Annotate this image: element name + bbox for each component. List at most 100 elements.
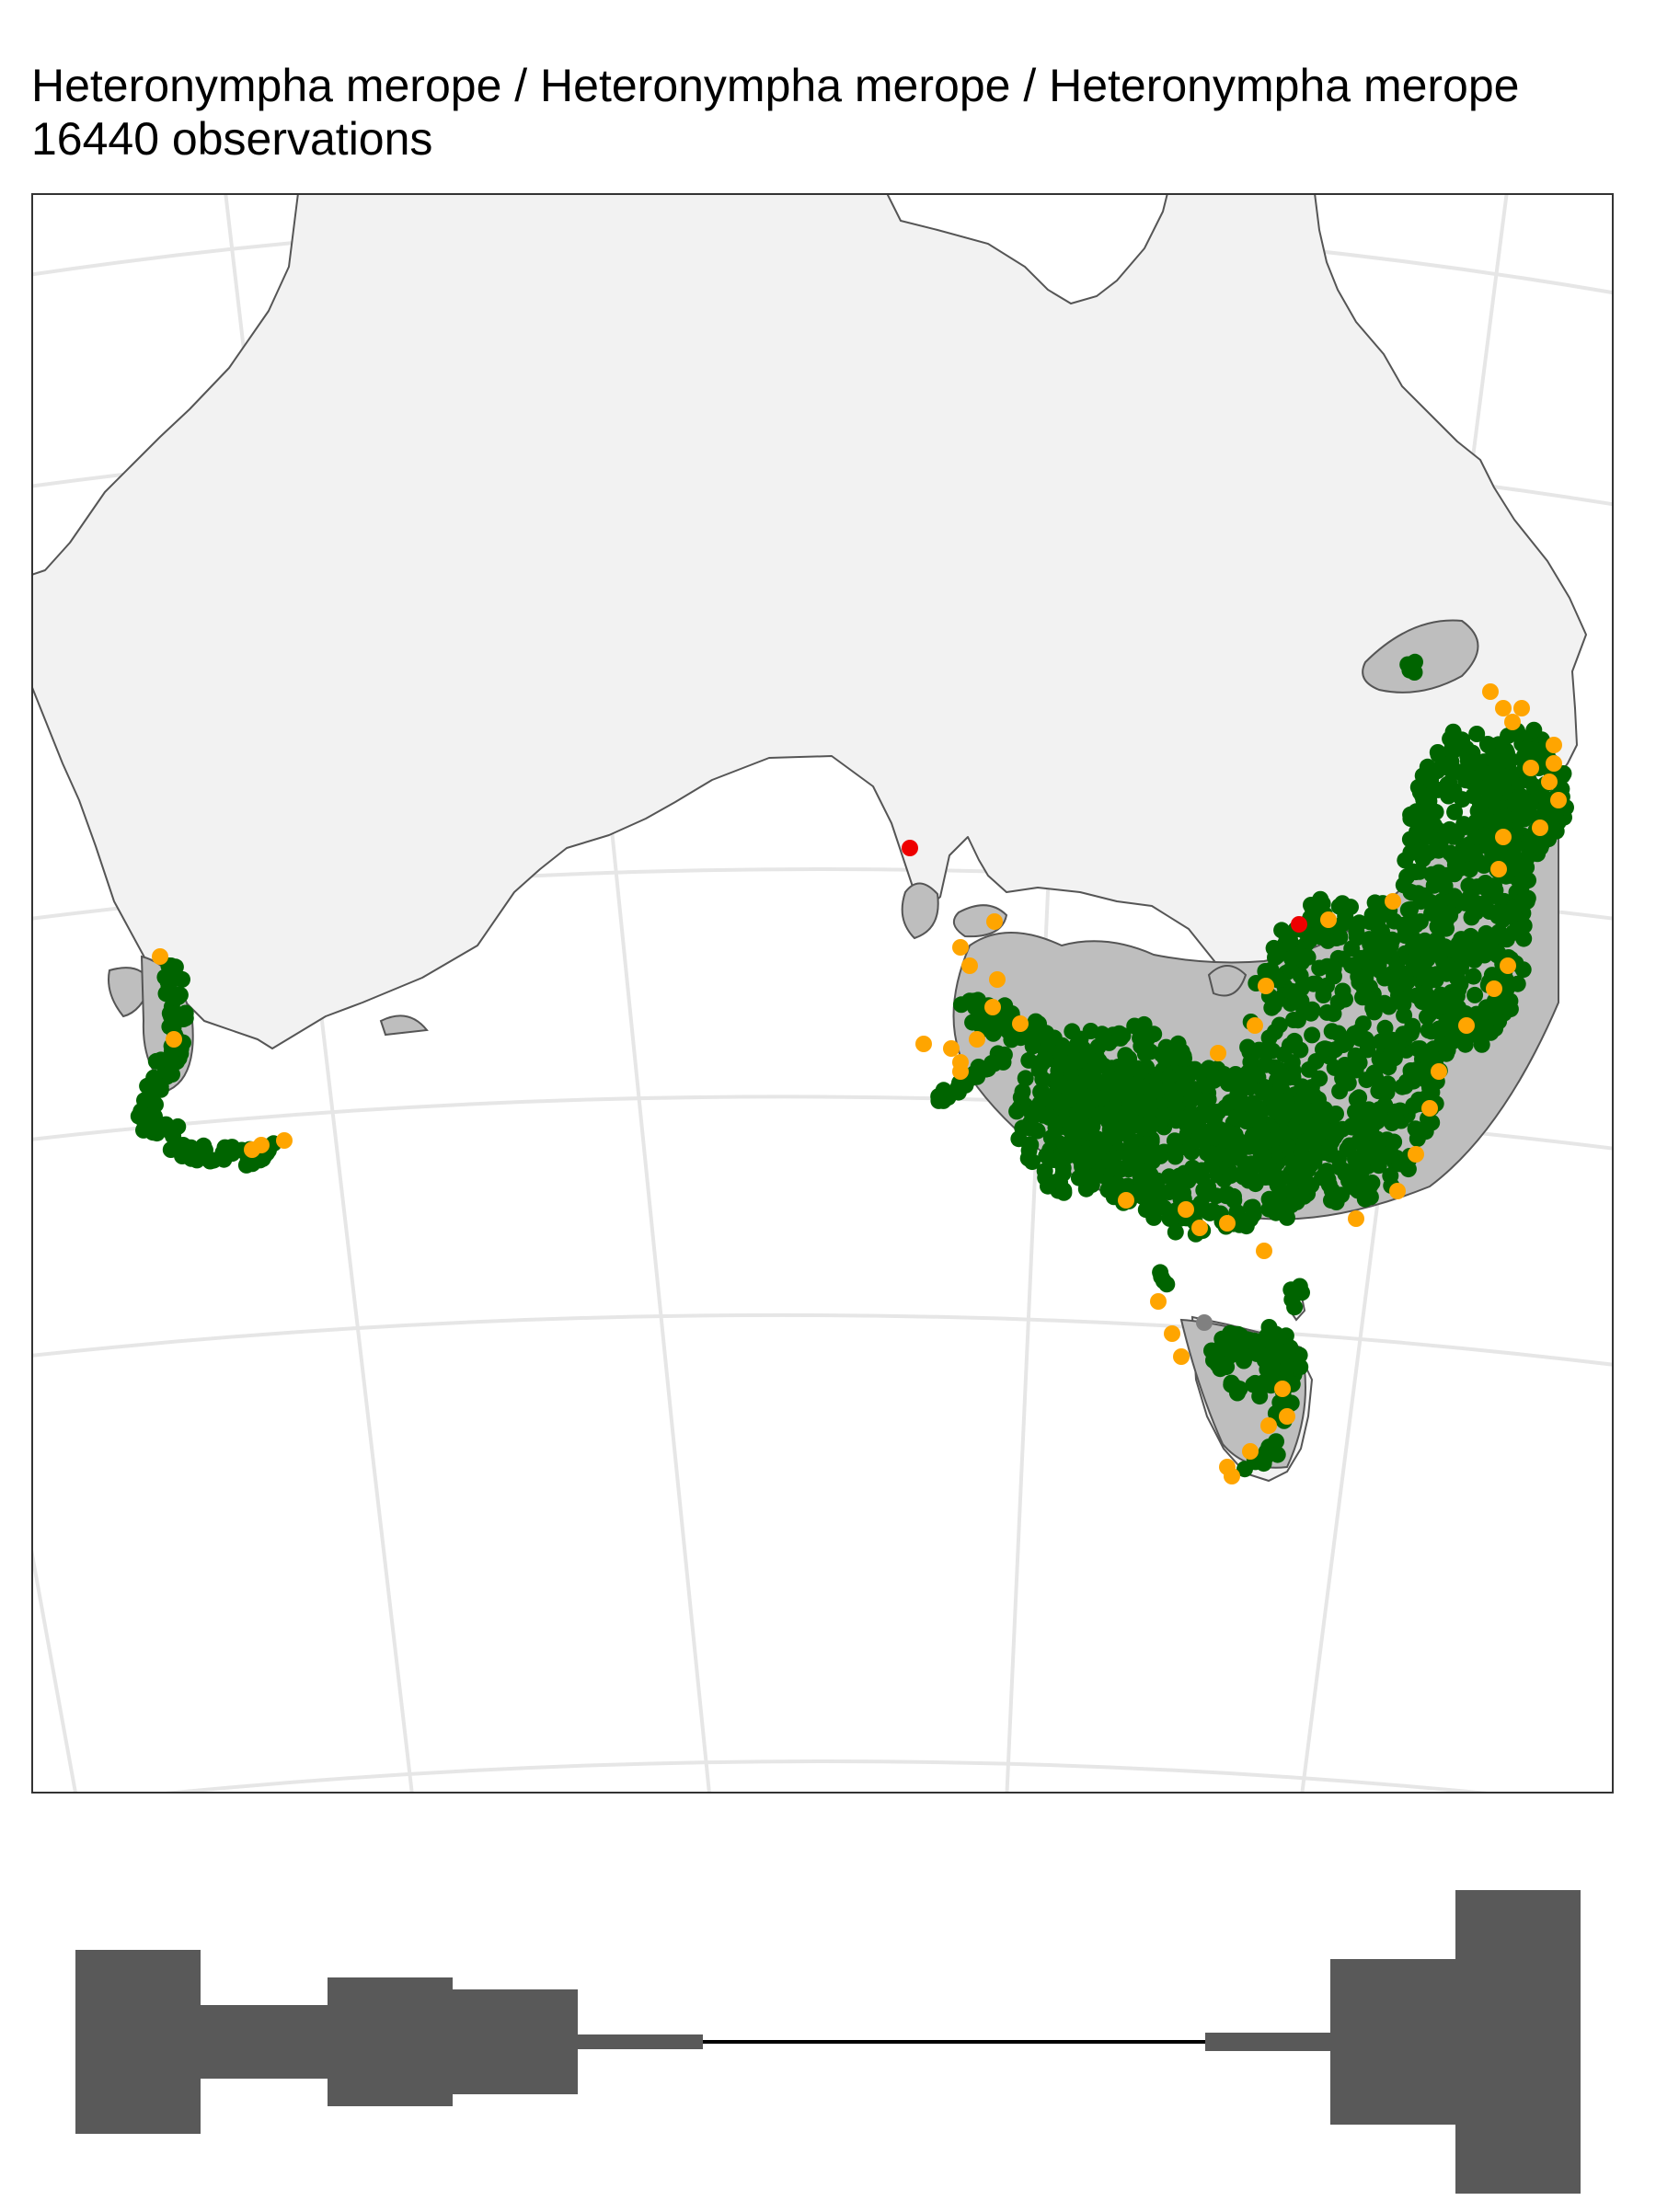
observation-point <box>1523 760 1539 776</box>
observation-point <box>989 971 1006 988</box>
observation-point <box>1069 1052 1087 1070</box>
observation-point <box>1500 908 1517 925</box>
observation-point <box>1456 1036 1474 1053</box>
observation-point <box>970 991 986 1009</box>
observation-point <box>1500 957 1516 974</box>
observation-point <box>1283 1054 1301 1072</box>
observation-point <box>1135 1015 1153 1033</box>
observation-point <box>1304 1026 1321 1044</box>
observation-point <box>984 999 1001 1015</box>
observation-point <box>1122 1144 1140 1162</box>
observation-point <box>1350 968 1367 985</box>
observation-point <box>1532 819 1548 836</box>
observation-point <box>177 1009 194 1026</box>
observation-point <box>1236 1461 1253 1478</box>
observation-point <box>1337 907 1354 924</box>
observation-point <box>1409 1040 1427 1058</box>
map-canvas[interactable] <box>31 193 1614 1794</box>
observation-point <box>1089 1143 1106 1161</box>
observation-point <box>1478 765 1496 783</box>
observation-point <box>1510 726 1527 743</box>
observation-point <box>1336 1057 1353 1073</box>
observation-point <box>1509 975 1526 992</box>
observation-point <box>1495 829 1512 845</box>
observation-point <box>1110 1104 1127 1121</box>
timeline-bar <box>75 1950 201 2134</box>
timeline-bar <box>1455 1890 1581 2194</box>
observation-point <box>166 1031 182 1048</box>
observation-point <box>1282 1394 1300 1412</box>
observation-point <box>1172 1071 1190 1088</box>
observation-point <box>1407 1120 1424 1138</box>
observation-point <box>1351 1023 1368 1040</box>
observation-point <box>1298 1150 1316 1167</box>
observation-point <box>1218 1185 1236 1202</box>
observation-point <box>1082 1023 1099 1039</box>
observation-point <box>1421 803 1438 820</box>
observation-point <box>183 1144 201 1161</box>
observation-point <box>1112 1029 1129 1047</box>
observation-point <box>1258 1152 1275 1169</box>
observation-point <box>1117 1069 1134 1085</box>
map-panel[interactable] <box>31 193 1614 1794</box>
title-block: Heteronympha merope / Heteronympha merop… <box>31 59 1519 166</box>
observation-point <box>1023 1106 1041 1123</box>
observation-point <box>1269 1446 1286 1463</box>
observation-point <box>1416 887 1433 904</box>
observation-points-red <box>902 840 1307 933</box>
observation-point <box>1164 1203 1180 1221</box>
observation-point <box>1268 1433 1284 1450</box>
observation-point <box>1132 1062 1149 1080</box>
observation-point <box>1176 1049 1192 1067</box>
observation-point <box>1430 864 1447 881</box>
observation-point <box>1279 1138 1296 1155</box>
observation-point <box>1471 795 1489 812</box>
observation-point <box>1315 987 1332 1003</box>
observation-point <box>1257 963 1274 980</box>
range-polygon <box>379 1014 429 1037</box>
observation-point <box>1466 951 1483 968</box>
observation-point <box>1376 1146 1394 1163</box>
observation-point <box>1293 1187 1310 1205</box>
timeline-bar <box>1330 1959 1455 2125</box>
observation-point <box>1372 1033 1389 1050</box>
observation-point <box>1258 1042 1275 1060</box>
observation-point <box>1489 946 1506 964</box>
observation-points-green <box>130 653 1574 1478</box>
observation-point <box>1384 1048 1401 1065</box>
timeline-bar <box>578 2034 703 2049</box>
observation-point <box>1053 1099 1071 1117</box>
observation-point <box>969 1031 985 1048</box>
observation-point <box>1376 969 1393 987</box>
observation-point <box>1219 1215 1236 1232</box>
observation-count: 16440 observations <box>31 113 433 165</box>
observation-point <box>1286 1299 1304 1316</box>
observation-point <box>1354 1153 1372 1170</box>
observation-point <box>952 1063 969 1080</box>
observation-point <box>1183 1091 1201 1108</box>
observation-point <box>1198 1186 1215 1203</box>
observation-point <box>1391 1155 1409 1173</box>
observation-point <box>152 1051 169 1069</box>
observation-point <box>1445 739 1463 756</box>
observation-point <box>1272 1061 1290 1079</box>
observation-point <box>1431 1063 1447 1080</box>
observation-point <box>1369 1134 1386 1151</box>
timeline-bar <box>328 1977 453 2106</box>
observation-point <box>1270 1200 1286 1218</box>
observation-point <box>1220 1075 1236 1092</box>
observation-point <box>1489 994 1507 1011</box>
observation-point <box>1266 1024 1283 1040</box>
observation-point <box>1347 1103 1363 1120</box>
observation-point <box>1196 1314 1213 1331</box>
observation-point <box>1122 1132 1140 1150</box>
observation-point <box>1366 894 1384 911</box>
observation-point <box>1304 927 1320 945</box>
observation-point <box>1426 842 1443 859</box>
observation-point <box>1522 796 1539 813</box>
observation-point <box>1222 1167 1239 1185</box>
observation-point <box>1012 1015 1029 1032</box>
observation-point <box>1520 772 1537 789</box>
observation-point <box>1421 1100 1438 1117</box>
observation-point <box>1519 889 1536 907</box>
